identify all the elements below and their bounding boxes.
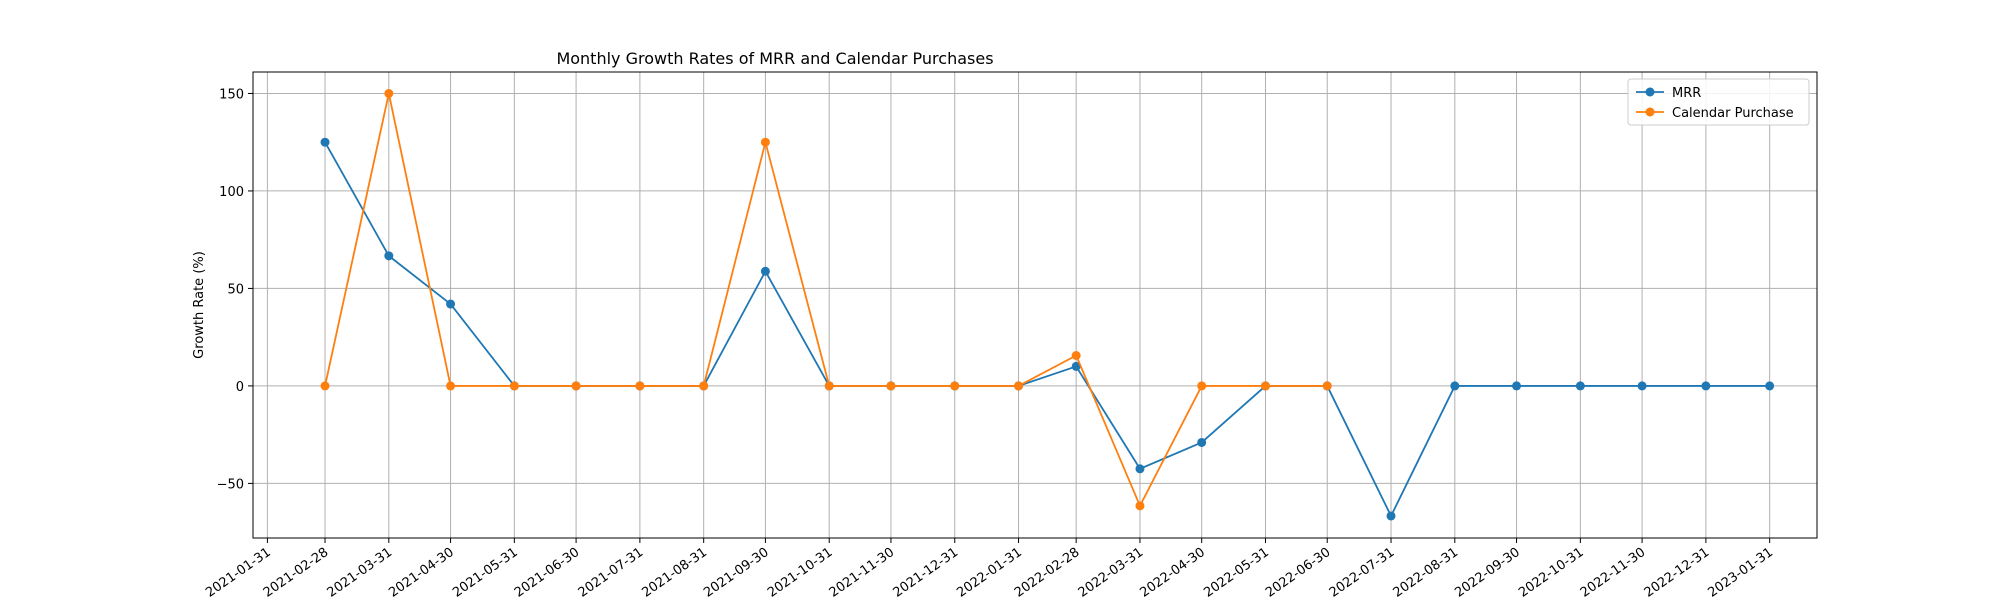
x-tick-label: 2021-08-31	[639, 545, 710, 600]
y-tick-label: 50	[227, 282, 244, 297]
x-tick-label: 2023-01-31	[1705, 545, 1776, 600]
data-point-calendar-purchase	[760, 137, 770, 147]
data-point-mrr	[446, 299, 456, 309]
data-point-calendar-purchase	[446, 381, 456, 391]
x-axis: 2021-01-312021-02-282021-03-312021-04-30…	[203, 538, 1776, 600]
data-point-calendar-purchase	[1322, 381, 1332, 391]
data-point-calendar-purchase	[1014, 381, 1024, 391]
data-point-calendar-purchase	[1197, 381, 1207, 391]
data-point-mrr	[1386, 511, 1396, 521]
data-point-mrr	[1071, 361, 1081, 371]
data-point-mrr	[1450, 381, 1460, 391]
plot-frame	[252, 71, 1818, 539]
x-tick-label: 2022-07-31	[1327, 545, 1398, 600]
data-point-mrr	[320, 137, 330, 147]
data-point-mrr	[384, 251, 394, 261]
data-point-mrr	[1135, 464, 1145, 474]
legend-box	[1627, 78, 1810, 126]
data-point-calendar-purchase	[886, 381, 896, 391]
data-point-mrr	[1701, 381, 1711, 391]
data-point-calendar-purchase	[320, 381, 330, 391]
x-tick-label: 2022-06-30	[1263, 545, 1334, 600]
x-tick-label: 2022-04-30	[1137, 545, 1208, 600]
data-point-mrr	[1197, 437, 1207, 447]
x-tick-label: 2021-04-30	[386, 545, 457, 600]
legend-label-calendar-purchase: Calendar Purchase	[1672, 106, 1794, 121]
data-point-calendar-purchase	[1135, 501, 1145, 511]
data-point-calendar-purchase	[699, 381, 709, 391]
legend-marker-calendar-purchase	[1645, 107, 1655, 117]
x-tick-label: 2022-05-31	[1201, 545, 1272, 600]
x-tick-label: 2021-10-31	[765, 545, 836, 600]
x-tick-label: 2022-10-31	[1516, 545, 1587, 600]
x-tick-label: 2022-03-31	[1076, 545, 1147, 600]
data-point-calendar-purchase	[384, 88, 394, 98]
grid	[253, 72, 1817, 538]
x-tick-label: 2021-12-31	[891, 545, 962, 600]
data-point-mrr	[760, 266, 770, 276]
x-tick-label: 2022-08-31	[1391, 545, 1462, 600]
data-point-mrr	[1637, 381, 1647, 391]
y-axis-label: Growth Rate (%)	[192, 251, 207, 359]
data-point-mrr	[1575, 381, 1585, 391]
x-tick-label: 2021-05-31	[450, 545, 521, 600]
x-tick-label: 2022-09-30	[1452, 545, 1523, 600]
data-point-calendar-purchase	[824, 381, 834, 391]
y-tick-label: 100	[219, 185, 244, 200]
data-point-calendar-purchase	[950, 381, 960, 391]
data-point-calendar-purchase	[509, 381, 519, 391]
x-tick-label: 2021-07-31	[576, 545, 647, 600]
legend-marker-mrr	[1645, 87, 1655, 97]
series-line-calendar-purchase	[324, 92, 1328, 507]
data-point-mrr	[1512, 381, 1522, 391]
y-tick-label: 0	[236, 380, 244, 395]
x-tick-label: 2022-02-28	[1012, 545, 1083, 600]
series-line-mrr	[324, 141, 1770, 517]
x-tick-label: 2022-11-30	[1578, 545, 1649, 600]
x-tick-label: 2021-11-30	[827, 545, 898, 600]
data-point-mrr	[1765, 381, 1775, 391]
x-tick-label: 2021-09-30	[701, 545, 772, 600]
chart-title: Monthly Growth Rates of MRR and Calendar…	[556, 49, 993, 68]
legend: MRR Calendar Purchase	[1627, 78, 1810, 126]
data-point-calendar-purchase	[635, 381, 645, 391]
legend-label-mrr: MRR	[1672, 86, 1701, 101]
y-axis: −50 0 50 100 150	[217, 87, 253, 492]
data-point-calendar-purchase	[1071, 350, 1081, 360]
series-layer	[320, 88, 1775, 521]
x-tick-label: 2021-03-31	[325, 545, 396, 600]
y-tick-label: 150	[219, 87, 244, 102]
data-point-calendar-purchase	[571, 381, 581, 391]
x-tick-label: 2021-02-28	[261, 545, 332, 600]
x-tick-label: 2021-06-30	[512, 545, 583, 600]
data-point-calendar-purchase	[1260, 381, 1270, 391]
y-tick-label: −50	[217, 477, 244, 492]
x-tick-label: 2022-12-31	[1642, 545, 1713, 600]
